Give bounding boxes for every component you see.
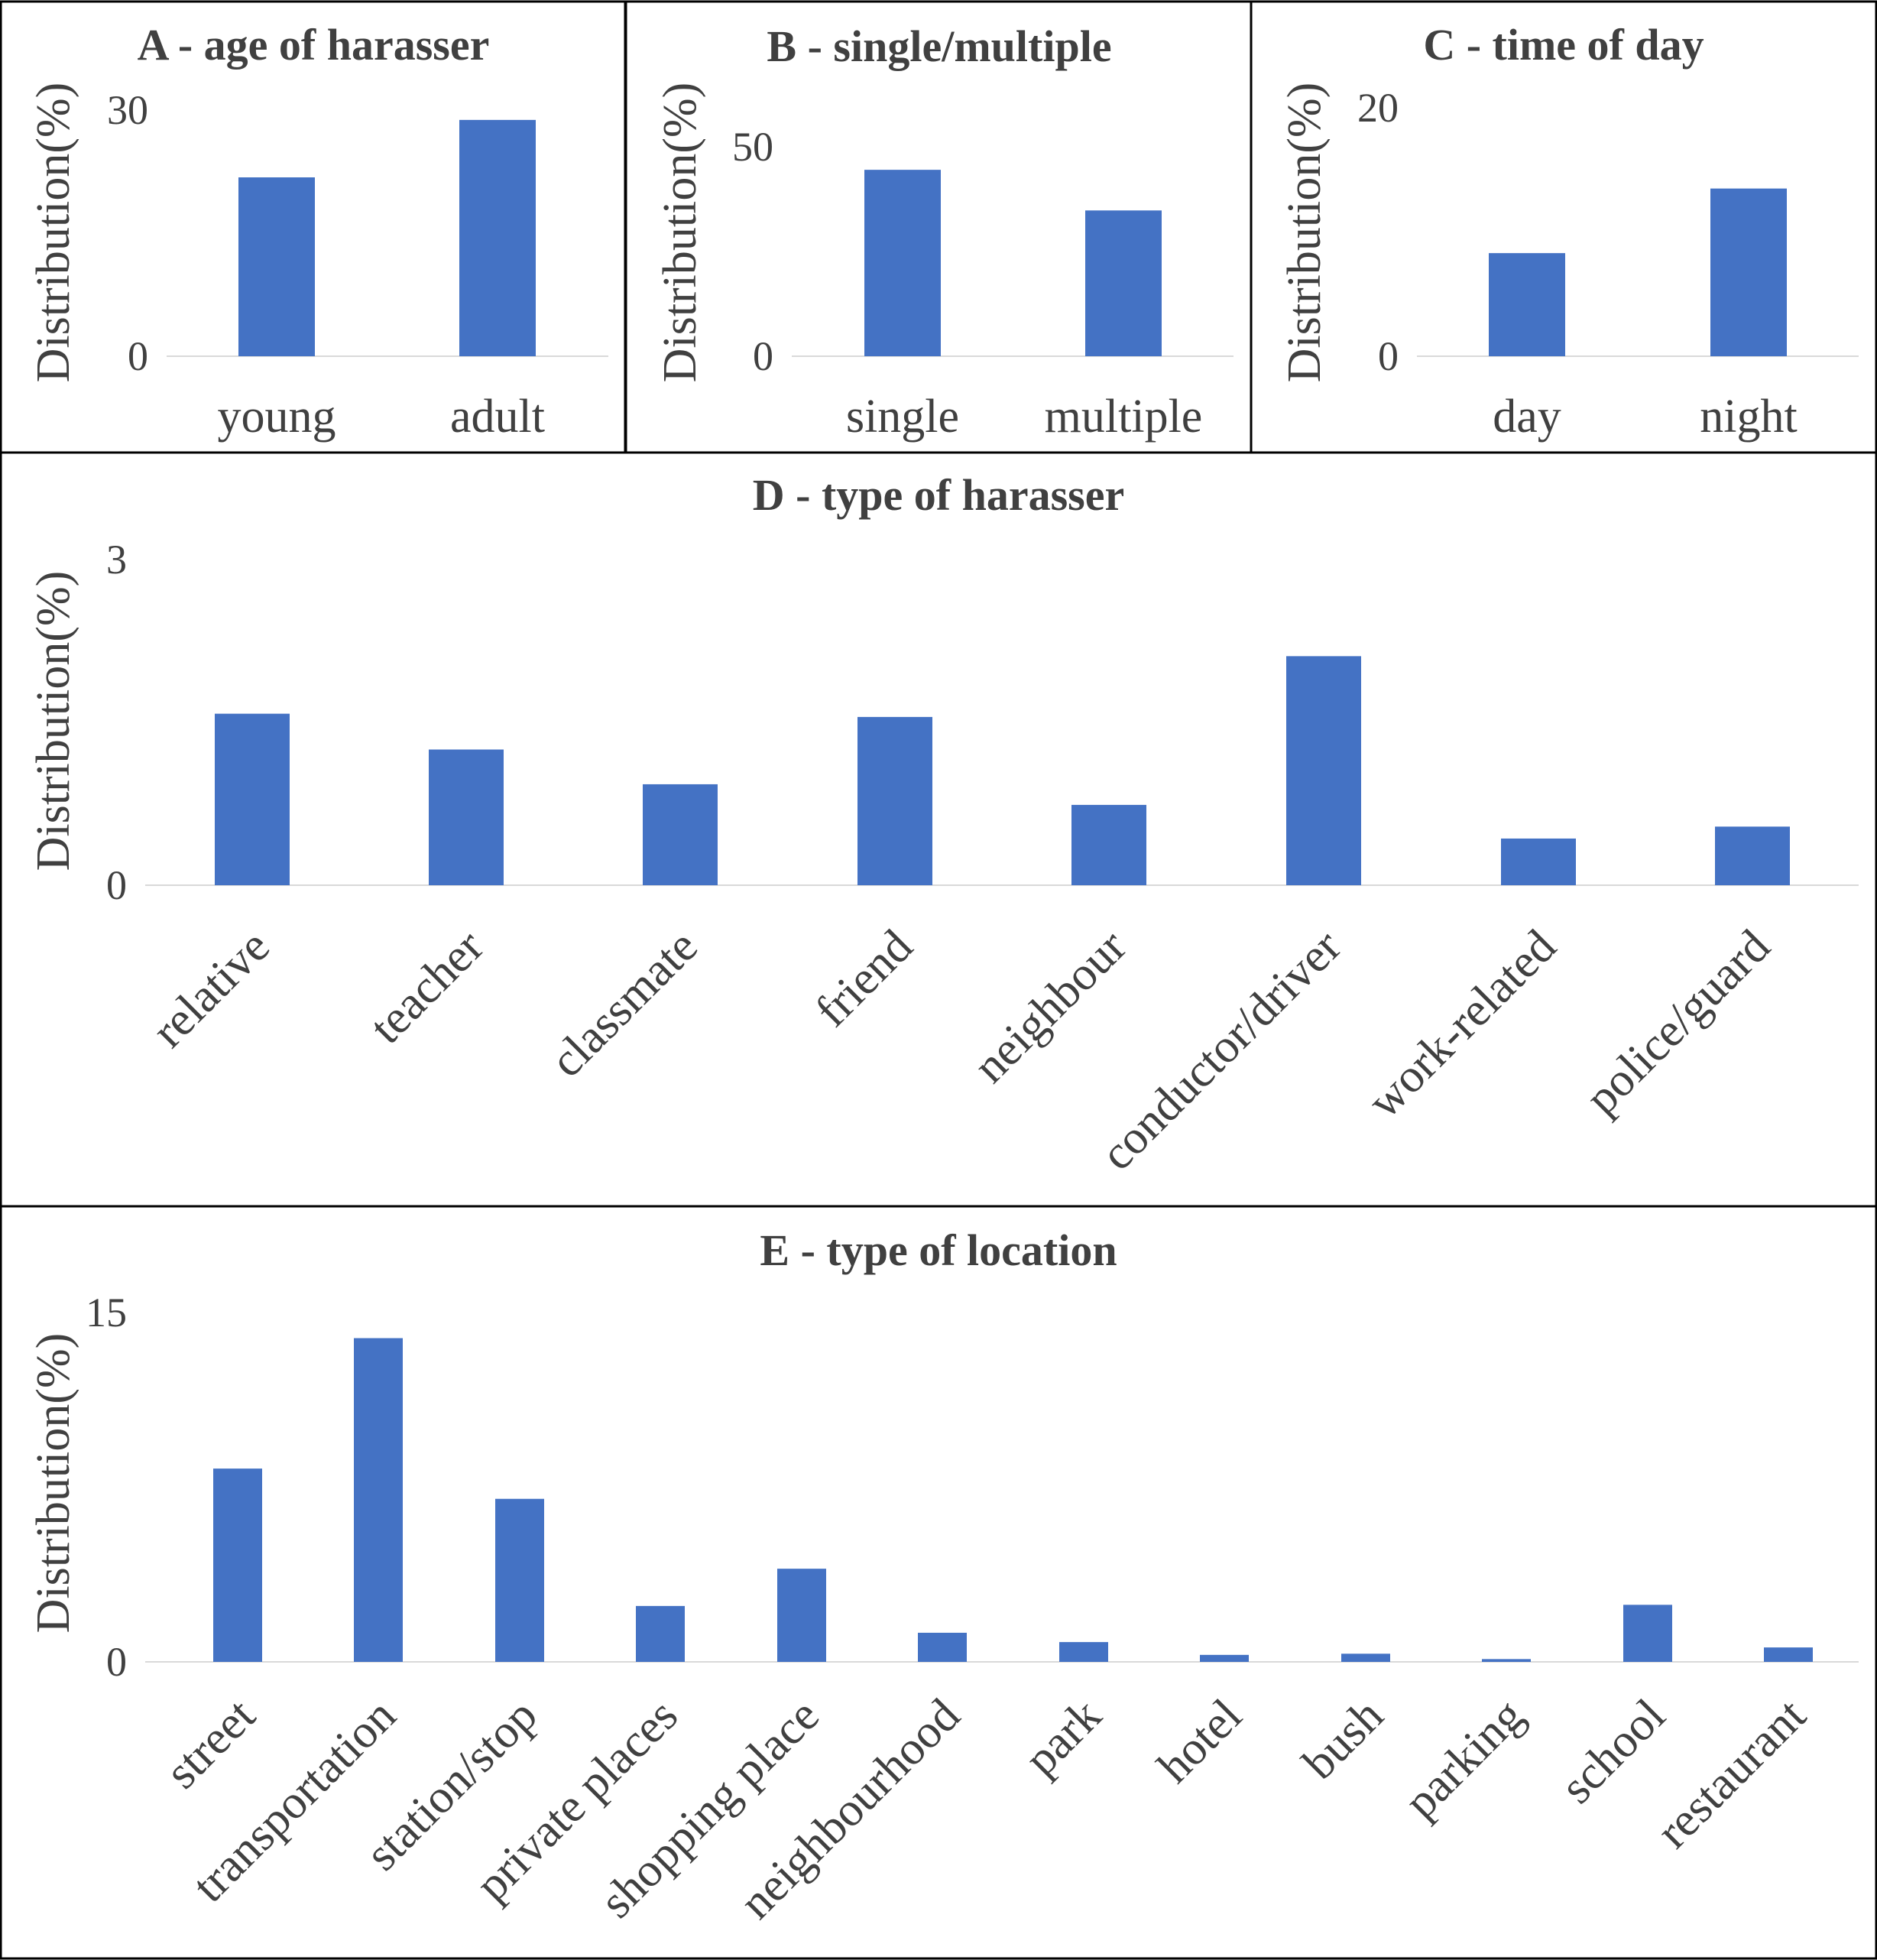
- x-tick-label: friend: [806, 920, 922, 1037]
- bar-hotel: [1200, 1654, 1249, 1662]
- bar-private-places: [636, 1605, 685, 1662]
- panel-e: E - type of location Distribution(%) 0 15 st…: [0, 1205, 1877, 1960]
- bar-street: [213, 1468, 262, 1662]
- bar-restaurant: [1764, 1647, 1813, 1662]
- bar-classmate: [643, 784, 718, 885]
- bar-police-guard: [1715, 826, 1790, 885]
- bar-friend: [857, 716, 932, 885]
- panel-border: [0, 1205, 1877, 1960]
- x-tick-label: hotel: [1148, 1689, 1252, 1793]
- x-tick-label: day: [1493, 391, 1561, 443]
- x-tick-label: multiple: [1045, 391, 1203, 443]
- bar-relative: [215, 713, 290, 885]
- panel-d: D - type of harasser Distribution(%) 0 3 rel…: [0, 451, 1877, 1208]
- x-tick-label: bush: [1293, 1689, 1393, 1790]
- x-tick-label: relative: [142, 920, 280, 1058]
- x-tick-label: park: [1015, 1689, 1111, 1786]
- x-tick-label: neighbour: [964, 920, 1136, 1093]
- panel-b: B - single/multiple Distribution(%) 0 50 sin…: [624, 0, 1253, 454]
- x-tick-label: restaurant: [1647, 1689, 1816, 1858]
- chart-title: A - age of harasser: [138, 20, 490, 70]
- x-tick-label: parking: [1395, 1689, 1534, 1829]
- y-tick-label: 0: [128, 333, 148, 379]
- bar-single: [864, 170, 941, 356]
- x-tick-label: night: [1700, 391, 1797, 443]
- bar-multiple: [1085, 210, 1162, 356]
- x-tick-label: classmate: [540, 920, 708, 1088]
- bar-park: [1059, 1642, 1108, 1662]
- chart-title: B - single/multiple: [767, 21, 1111, 71]
- bar-parking: [1482, 1659, 1531, 1662]
- panel-c: C - time of day Distribution(%) 0 20 day nigh…: [1250, 0, 1877, 454]
- y-axis-label: Distribution(%): [28, 1333, 79, 1634]
- bar-day: [1489, 253, 1565, 356]
- chart-title: C - time of day: [1423, 20, 1704, 70]
- y-tick-label: 0: [753, 333, 773, 379]
- chart-title: E - type of location: [760, 1225, 1117, 1275]
- y-tick-label: 0: [106, 1639, 127, 1685]
- bar-shopping-place: [777, 1569, 826, 1662]
- y-tick-label: 30: [107, 87, 148, 133]
- bar-transportation: [354, 1338, 403, 1662]
- x-tick-label: police/guard: [1576, 920, 1780, 1124]
- bar-bush: [1341, 1653, 1390, 1662]
- bar-young: [238, 177, 315, 356]
- y-axis-label: Distribution(%): [1279, 83, 1331, 383]
- y-tick-label: 50: [732, 124, 773, 170]
- y-tick-label: 15: [86, 1290, 127, 1335]
- panel-a: A - age of harasser Distribution(%) 0 30 you…: [0, 0, 627, 454]
- y-axis-label: Distribution(%): [654, 83, 706, 383]
- x-tick-label: single: [846, 391, 959, 443]
- chart-title: D - type of harasser: [753, 470, 1124, 520]
- bar-neighbourhood: [918, 1632, 967, 1662]
- bar-teacher: [429, 749, 504, 885]
- x-tick-label: school: [1551, 1689, 1675, 1814]
- bar-night: [1710, 188, 1787, 356]
- bar-neighbour: [1071, 804, 1146, 885]
- y-axis-label: Distribution(%): [28, 571, 79, 871]
- x-tick-label: young: [218, 391, 336, 443]
- y-tick-label: 0: [1378, 333, 1399, 379]
- x-tick-label: work-related: [1358, 920, 1566, 1128]
- x-tick-label: teacher: [360, 920, 494, 1054]
- y-tick-label: 20: [1357, 85, 1399, 131]
- y-tick-label: 3: [106, 537, 127, 582]
- bar-adult: [459, 119, 536, 356]
- bar-conductor-driver: [1286, 656, 1361, 885]
- bar-school: [1623, 1605, 1672, 1662]
- bar-work-related: [1501, 838, 1576, 885]
- y-axis-label: Distribution(%): [28, 83, 79, 383]
- y-tick-label: 0: [106, 862, 127, 908]
- bar-station-stop: [495, 1498, 544, 1662]
- x-tick-label: adult: [450, 391, 545, 443]
- x-tick-label: street: [156, 1689, 265, 1799]
